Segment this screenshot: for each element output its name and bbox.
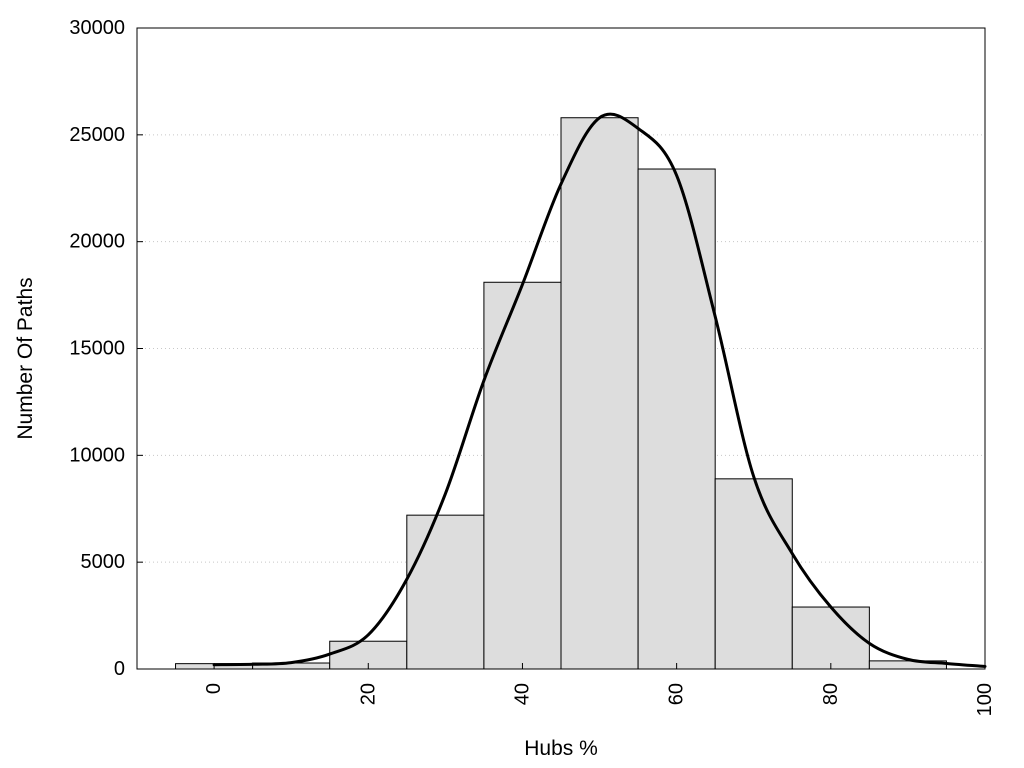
density-curve-group	[212, 112, 987, 668]
histogram-bar	[714, 478, 793, 670]
histogram-bar	[483, 281, 562, 670]
y-tick-label: 30000	[69, 17, 125, 39]
y-tick-label: 0	[114, 658, 125, 680]
x-tick-label: 40	[511, 683, 533, 705]
x-tick-label: 80	[820, 683, 842, 705]
y-axis-title: Number Of Paths	[14, 277, 37, 439]
x-tick-label: 60	[666, 683, 688, 705]
x-tick-label: 0	[203, 683, 225, 694]
y-tick-label: 5000	[81, 551, 126, 573]
histogram-bar	[406, 514, 485, 670]
y-tick-label: 15000	[69, 338, 125, 360]
y-tick-label: 10000	[69, 444, 125, 466]
x-tick-label: 100	[974, 683, 996, 716]
x-axis-title: Hubs %	[524, 737, 598, 760]
histogram-bar	[637, 168, 716, 670]
y-tick-label: 25000	[69, 124, 125, 146]
x-tick-label: 20	[357, 683, 379, 705]
histogram-bar	[560, 117, 639, 670]
x-axis-ticks: 0 20 40 60 80 100	[203, 663, 996, 716]
histogram-bar	[791, 606, 870, 670]
y-axis-ticks: 0 5000 10000 15000 20000 25000 30000	[69, 17, 143, 680]
y-tick-label: 20000	[69, 231, 125, 253]
density-curve	[212, 112, 987, 668]
histogram-bars	[175, 117, 947, 670]
